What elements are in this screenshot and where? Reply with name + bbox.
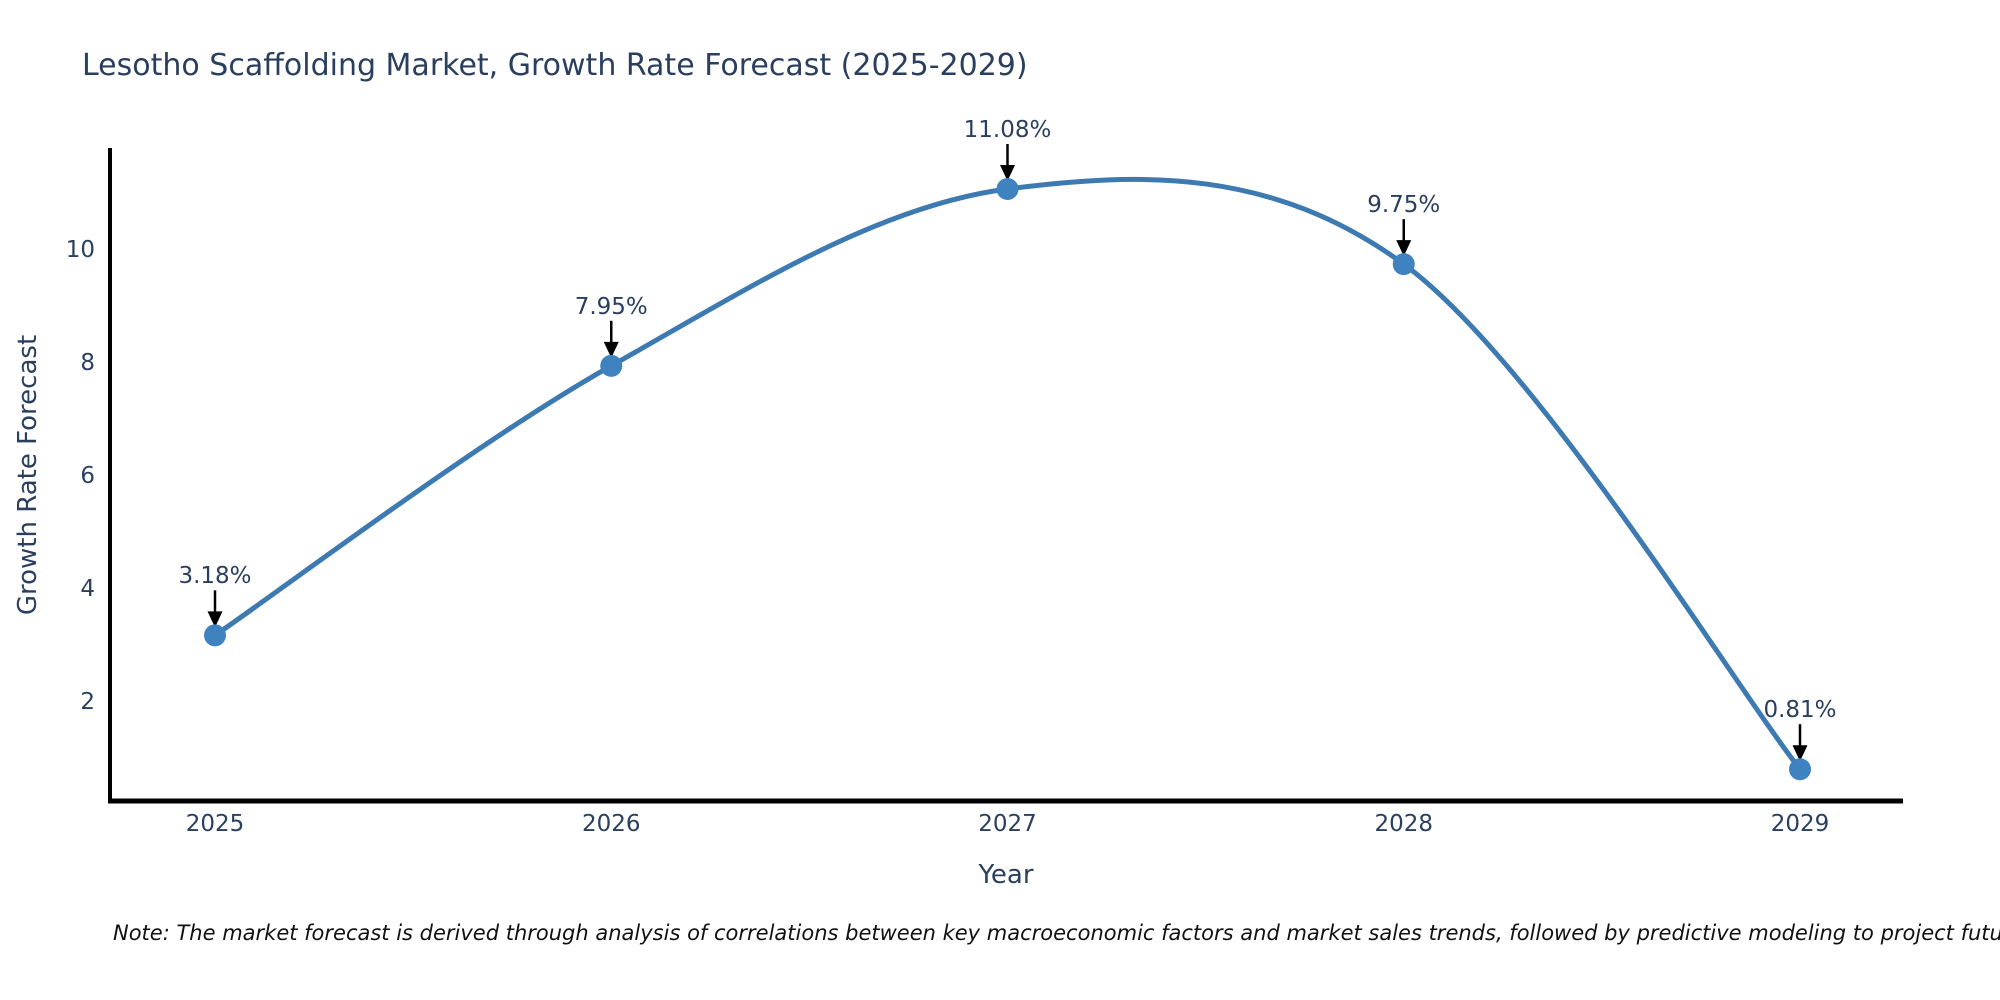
chart-title: Lesotho Scaffolding Market, Growth Rate … <box>82 48 1028 83</box>
data-point-marker[interactable] <box>1789 758 1811 781</box>
data-point-label: 7.95% <box>574 293 648 320</box>
annotation-arrow-head <box>603 341 619 358</box>
y-axis-title: Growth Rate Forecast <box>13 334 43 616</box>
trend-line <box>212 176 1803 772</box>
annotation-arrow-head <box>1000 164 1015 181</box>
footnote: Note: The market forecast is derived thr… <box>113 921 2000 945</box>
data-point-marker[interactable] <box>204 624 226 647</box>
y-tick-label: 10 <box>65 237 95 263</box>
x-tick-label: 2025 <box>185 811 245 837</box>
data-point-label: 3.18% <box>178 563 252 590</box>
data-point-label: 9.75% <box>1367 192 1441 219</box>
y-tick-label: 2 <box>80 689 95 715</box>
x-tick-label: 2026 <box>581 811 641 837</box>
annotation-arrow-head <box>1792 745 1808 762</box>
data-point-label: 11.08% <box>963 116 1052 143</box>
data-point-marker[interactable] <box>996 177 1019 200</box>
x-axis-title: Year <box>978 860 1034 890</box>
data-point-marker[interactable] <box>1392 253 1415 276</box>
y-tick-label: 8 <box>80 350 95 376</box>
y-tick-label: 4 <box>80 576 95 602</box>
x-tick-label: 2027 <box>978 811 1037 837</box>
annotation-arrow-head <box>207 611 223 628</box>
annotation-arrow-head <box>1396 240 1412 257</box>
y-tick-label: 6 <box>80 463 95 489</box>
data-point-marker[interactable] <box>600 354 623 377</box>
x-tick-label: 2029 <box>1770 811 1830 837</box>
x-tick-label: 2028 <box>1374 811 1434 837</box>
data-point-label: 0.81% <box>1763 697 1837 724</box>
